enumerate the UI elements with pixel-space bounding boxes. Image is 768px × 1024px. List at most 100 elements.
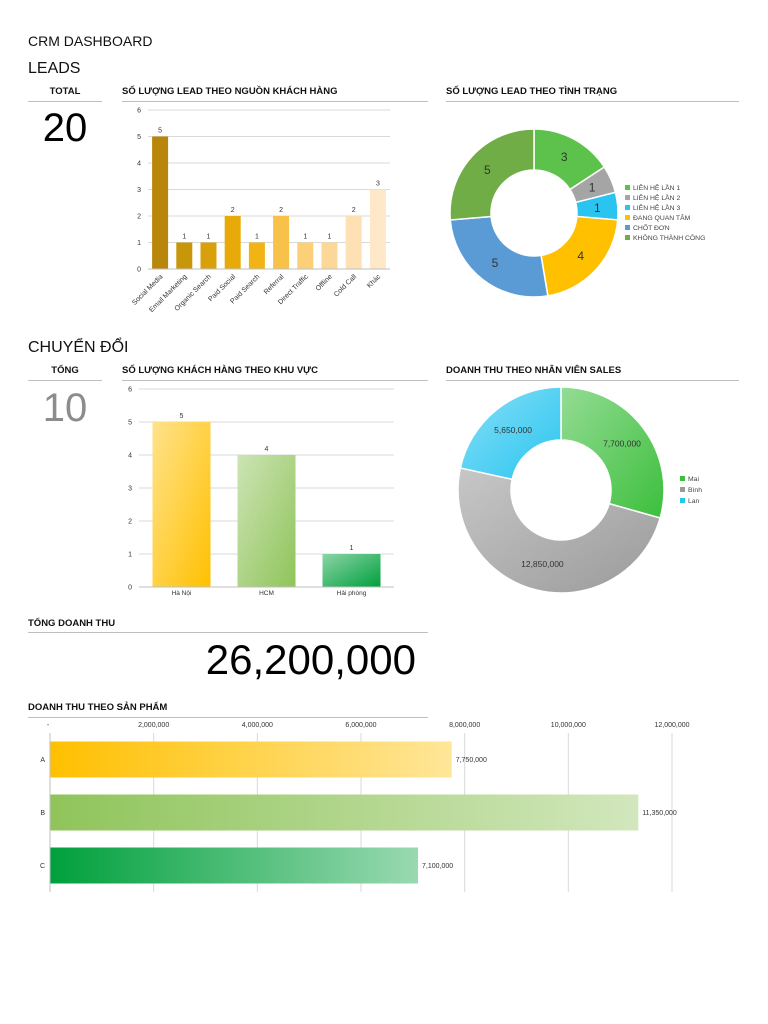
region-bar	[152, 422, 211, 587]
product-bar	[50, 741, 452, 778]
source-data-label: 1	[182, 234, 186, 241]
source-bar	[248, 242, 265, 269]
product-data-label: 7,750,000	[456, 757, 487, 764]
product-xtick: 6,000,000	[345, 722, 376, 729]
source-data-label: 1	[207, 234, 211, 241]
staff-slice-label: 7,700,000	[603, 439, 641, 449]
status-slice-label: 5	[484, 163, 491, 177]
product-xtick: 8,000,000	[449, 722, 480, 729]
region-ytick: 4	[128, 453, 132, 460]
status-legend-label: KHÔNG THÀNH CÔNG	[633, 233, 705, 242]
source-ytick: 6	[137, 108, 141, 115]
source-data-label: 2	[279, 207, 283, 214]
status-legend-label: LIÊN HỆ LẦN 3	[633, 202, 680, 212]
source-data-label: 2	[352, 207, 356, 214]
staff-legend-label: Bình	[688, 487, 702, 494]
source-xtick: Khác	[366, 273, 383, 290]
source-bar	[273, 216, 290, 269]
product-revenue-divider	[28, 717, 428, 718]
lead-status-divider	[446, 101, 739, 102]
staff-slice	[560, 386, 665, 519]
region-bar	[322, 554, 381, 587]
product-xtick: 4,000,000	[242, 722, 273, 729]
source-bar	[152, 136, 169, 269]
lead-source-divider	[122, 101, 428, 102]
status-slice-label: 1	[594, 201, 601, 215]
source-bar	[297, 242, 314, 269]
status-legend-swatch	[625, 215, 630, 220]
sales-staff-divider	[446, 380, 739, 381]
product-xtick: 2,000,000	[138, 722, 169, 729]
product-data-label: 11,350,000	[642, 810, 677, 817]
source-xtick: Referral	[263, 273, 286, 296]
source-bar	[224, 216, 241, 269]
staff-legend-label: Mai	[688, 476, 699, 483]
product-revenue-chart: - 2,000,000 4,000,000 6,000,000 8,000,000 10,…	[40, 722, 690, 892]
source-bar	[176, 242, 193, 269]
status-slice-label: 3	[561, 150, 568, 164]
staff-slice-label: 12,850,000	[521, 559, 564, 569]
source-data-label: 5	[158, 128, 162, 135]
product-ytick: B	[40, 810, 45, 817]
status-legend-label: ĐANG QUAN TÂM	[633, 213, 691, 222]
lead-source-chart-title: SỐ LƯỢNG LEAD THEO NGUỒN KHÁCH HÀNG	[122, 86, 338, 97]
product-bar	[50, 847, 419, 884]
staff-slice-label: 5,650,000	[494, 425, 532, 435]
status-legend-swatch	[625, 195, 630, 200]
product-ytick: A	[40, 757, 45, 764]
leads-total-divider	[28, 101, 102, 102]
status-legend-swatch	[625, 185, 630, 190]
status-slice-label: 1	[589, 180, 596, 194]
source-data-label: 1	[303, 234, 307, 241]
staff-slice	[459, 386, 562, 481]
region-divider	[122, 380, 428, 381]
conversion-total-value: 10	[42, 386, 88, 430]
region-ytick: 0	[128, 585, 132, 592]
staff-slice	[457, 467, 662, 594]
region-chart-title: SỐ LƯỢNG KHÁCH HÀNG THEO KHU VỰC	[122, 365, 318, 376]
conversion-section-title: CHUYỂN ĐỔI	[28, 339, 129, 356]
region-ytick: 5	[128, 420, 132, 427]
region-data-label: 4	[265, 446, 269, 453]
status-legend-label: LIÊN HỆ LẦN 2	[633, 192, 680, 202]
product-xtick: -	[47, 722, 50, 729]
region-data-label: 5	[180, 413, 184, 420]
source-bar	[369, 189, 386, 269]
source-data-label: 1	[255, 234, 259, 241]
region-bar	[237, 455, 296, 587]
total-revenue-label: TỔNG DOANH THU	[28, 618, 116, 629]
status-slice	[449, 128, 535, 221]
status-legend-label: LIÊN HỆ LẦN 1	[633, 182, 680, 192]
source-data-label: 3	[376, 181, 380, 188]
product-revenue-chart-title: DOANH THU THEO SẢN PHẨM	[28, 702, 168, 713]
status-legend-swatch	[625, 235, 630, 240]
lead-status-chart-title: SỐ LƯỢNG LEAD THEO TÌNH TRẠNG	[446, 86, 618, 97]
status-legend-swatch	[625, 225, 630, 230]
sales-staff-chart: 7,700,000 12,850,000 5,650,000 Mai Bình Lan	[457, 386, 702, 594]
source-ytick: 3	[137, 187, 141, 194]
sales-staff-chart-title: DOANH THU THEO NHÂN VIÊN SALES	[446, 365, 622, 376]
product-ytick: C	[40, 863, 45, 870]
region-xtick: Hải phòng	[337, 590, 367, 597]
conversion-total-divider	[28, 380, 102, 381]
source-data-label: 1	[328, 234, 332, 241]
staff-legend-swatch	[680, 498, 685, 503]
source-ytick: 5	[137, 134, 141, 141]
source-data-label: 2	[231, 207, 235, 214]
region-ytick: 1	[128, 552, 132, 559]
dashboard-title: CRM DASHBOARD	[28, 33, 153, 49]
region-xtick: Hà Nội	[172, 590, 192, 597]
staff-legend-swatch	[680, 476, 685, 481]
leads-total-label: TOTAL	[49, 86, 81, 97]
source-bar	[345, 216, 362, 269]
status-legend-label: CHỐT ĐƠN	[633, 222, 670, 232]
source-ytick: 0	[137, 267, 141, 274]
region-ytick: 3	[128, 486, 132, 493]
staff-legend-label: Lan	[688, 498, 700, 505]
status-slice-label: 4	[577, 249, 584, 263]
source-bar	[200, 242, 217, 269]
region-chart: 0 1 2 3 4 5 6 5 Hà Nội 4 HCM 1 Hải phòng	[128, 387, 394, 597]
status-legend-swatch	[625, 205, 630, 210]
